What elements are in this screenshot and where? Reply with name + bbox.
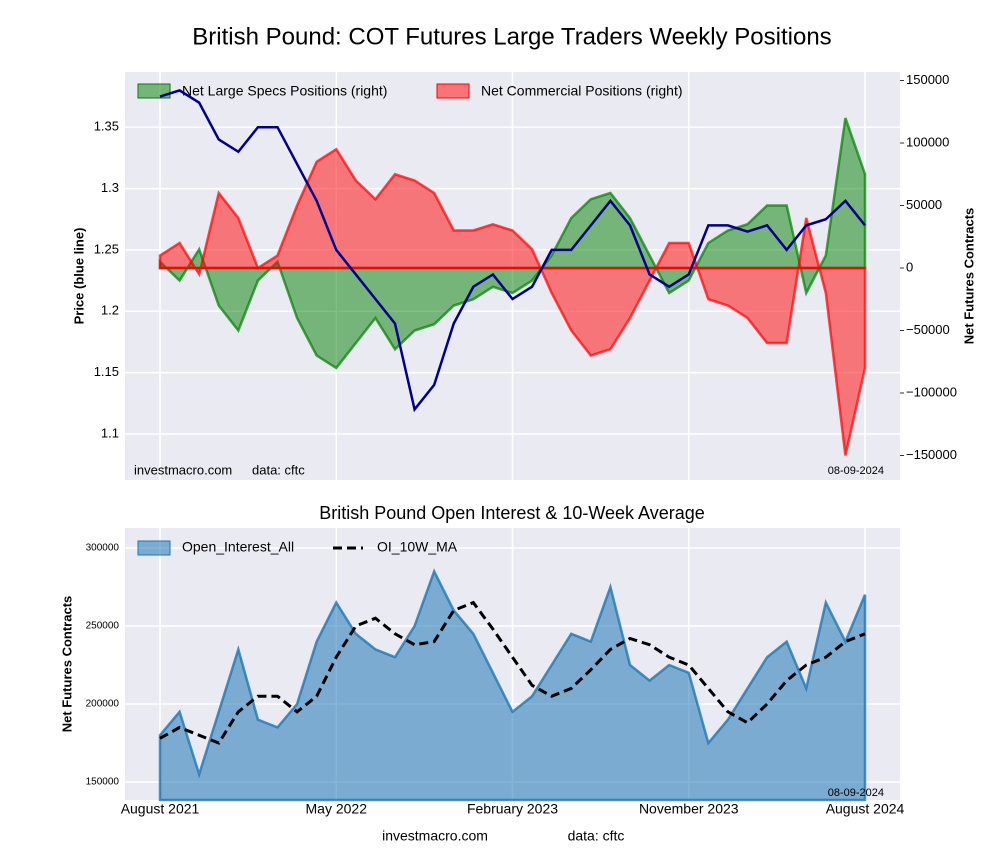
y-axis-label: Price (blue line) bbox=[71, 228, 86, 325]
y2-tick-label: 50000 bbox=[906, 197, 942, 212]
y-tick-label: 1.3 bbox=[101, 180, 119, 195]
x-tick-label: May 2022 bbox=[306, 801, 368, 817]
area bbox=[158, 568, 867, 802]
y2-tick-label: 0 bbox=[906, 259, 913, 274]
legend-label: Net Large Specs Positions (right) bbox=[182, 83, 387, 99]
legend-swatch bbox=[436, 83, 470, 99]
y2-tick-label: −100000 bbox=[906, 384, 957, 399]
y-tick-label: 1.35 bbox=[94, 119, 119, 134]
footer-data: data: cftc bbox=[568, 828, 625, 844]
legend-label: Open_Interest_All bbox=[182, 539, 294, 555]
y2-tick-label: −50000 bbox=[906, 322, 950, 337]
footer-source: investmacro.com bbox=[382, 828, 488, 844]
legend-label: OI_10W_MA bbox=[377, 539, 458, 555]
area bbox=[158, 117, 867, 370]
y-tick-label: 1.25 bbox=[94, 241, 119, 256]
legend-swatch bbox=[137, 83, 171, 99]
x-tick-label: February 2023 bbox=[467, 801, 558, 817]
y-tick-label: 1.2 bbox=[101, 303, 119, 318]
chart-title: British Pound Open Interest & 10-Week Av… bbox=[319, 503, 705, 523]
legend-label: Net Commercial Positions (right) bbox=[481, 83, 683, 99]
y-tick-label: 250000 bbox=[86, 621, 120, 632]
annotation: 08-09-2024 bbox=[828, 465, 884, 477]
x-tick-label: November 2023 bbox=[639, 801, 739, 817]
annotation: data: cftc bbox=[252, 462, 305, 477]
y-tick-label: 1.1 bbox=[101, 425, 119, 440]
area bbox=[158, 147, 867, 456]
y-tick-label: 1.15 bbox=[94, 364, 119, 379]
y2-axis-label: Net Futures Contracts bbox=[961, 208, 976, 345]
line bbox=[159, 600, 866, 745]
y-tick-label: 200000 bbox=[86, 699, 120, 710]
annotation: 08-09-2024 bbox=[828, 787, 884, 799]
annotation: investmacro.com bbox=[134, 462, 232, 477]
y2-tick-label: 150000 bbox=[906, 72, 949, 87]
chart-title: British Pound: COT Futures Large Traders… bbox=[192, 23, 831, 50]
x-tick-label: August 2021 bbox=[121, 801, 200, 817]
y-tick-label: 150000 bbox=[86, 777, 120, 788]
price-line bbox=[159, 89, 866, 413]
y2-tick-label: −150000 bbox=[906, 447, 957, 462]
y-axis-label: Net Futures Contracts bbox=[59, 596, 74, 733]
x-tick-label: August 2024 bbox=[826, 801, 905, 817]
y-tick-label: 300000 bbox=[86, 543, 120, 554]
legend-swatch bbox=[137, 540, 171, 556]
y2-tick-label: 100000 bbox=[906, 134, 949, 149]
